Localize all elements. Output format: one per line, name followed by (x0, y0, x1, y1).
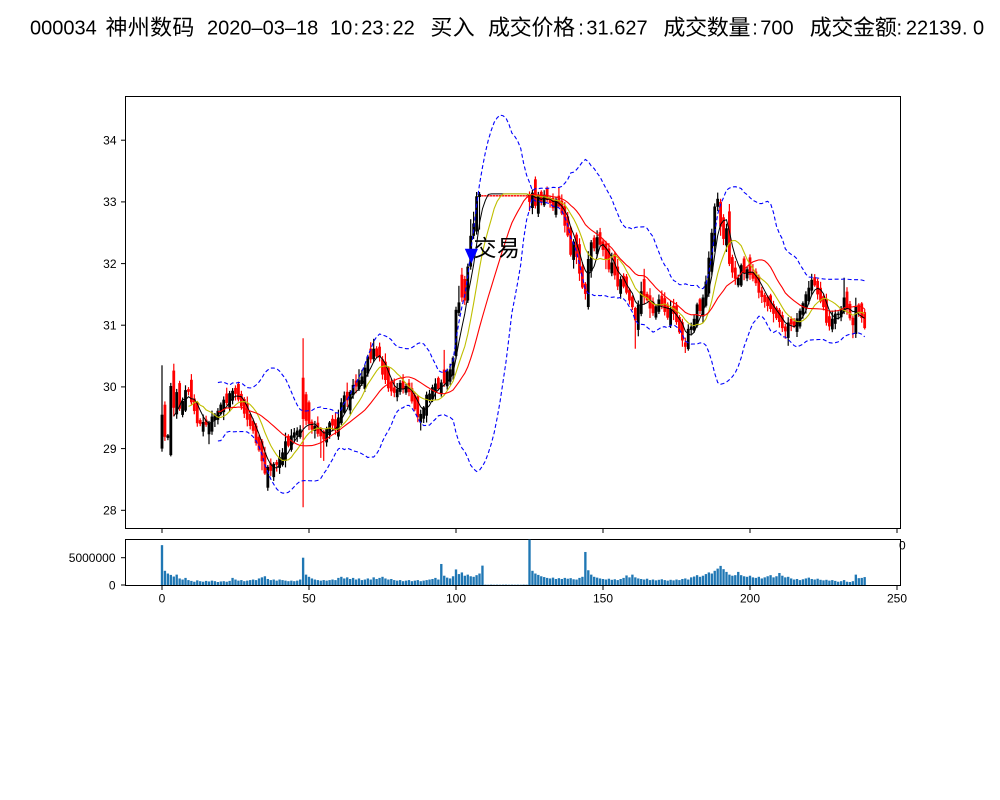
svg-text:28: 28 (103, 504, 117, 518)
svg-text::: : (354, 17, 360, 39)
svg-text:.: . (962, 17, 968, 39)
svg-text:29: 29 (103, 442, 117, 456)
svg-text:31: 31 (103, 319, 117, 333)
svg-text:0: 0 (973, 17, 984, 39)
svg-text::: : (897, 17, 903, 39)
svg-text:000034: 000034 (30, 17, 97, 39)
svg-text:31.627: 31.627 (586, 17, 647, 39)
svg-text:100: 100 (446, 592, 466, 606)
svg-text:150: 150 (593, 592, 613, 606)
svg-text:2020–03–18: 2020–03–18 (207, 17, 318, 39)
svg-text:700: 700 (760, 17, 793, 39)
svg-text::: : (578, 17, 584, 39)
svg-text:200: 200 (740, 592, 760, 606)
svg-text:23: 23 (361, 17, 383, 39)
svg-text:250: 250 (887, 592, 907, 606)
svg-text:33: 33 (103, 195, 117, 209)
svg-text:22: 22 (393, 17, 415, 39)
svg-text:0: 0 (109, 578, 116, 592)
svg-text:10: 10 (330, 17, 352, 39)
svg-text:0: 0 (899, 539, 906, 553)
svg-text:0: 0 (159, 592, 166, 606)
svg-text:32: 32 (103, 257, 117, 271)
svg-text:50: 50 (302, 592, 316, 606)
svg-text::: : (385, 17, 391, 39)
svg-text:34: 34 (103, 134, 117, 148)
svg-text:30: 30 (103, 380, 117, 394)
svg-text:22139: 22139 (906, 17, 962, 39)
svg-text::: : (752, 17, 758, 39)
svg-text:5000000: 5000000 (69, 551, 116, 565)
